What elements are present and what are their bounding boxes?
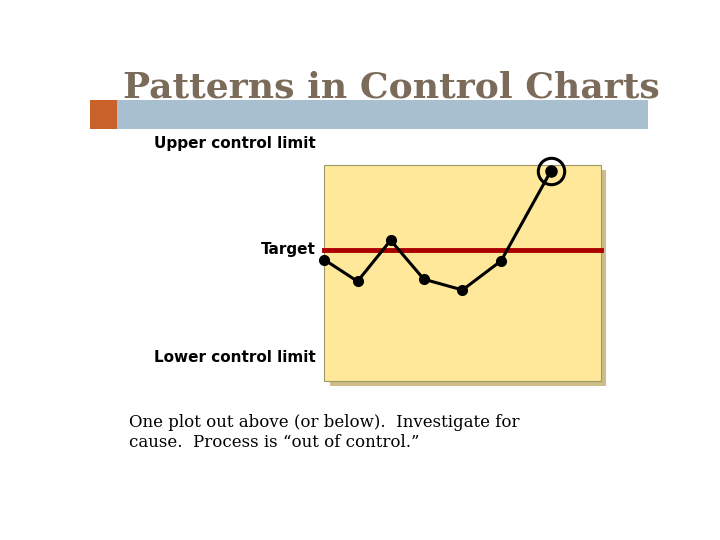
FancyBboxPatch shape bbox=[324, 165, 600, 381]
Text: One plot out above (or below).  Investigate for
cause.  Process is “out of contr: One plot out above (or below). Investiga… bbox=[129, 414, 520, 451]
FancyBboxPatch shape bbox=[90, 100, 648, 129]
FancyBboxPatch shape bbox=[330, 170, 606, 386]
FancyBboxPatch shape bbox=[90, 100, 117, 129]
Text: Upper control limit: Upper control limit bbox=[154, 136, 316, 151]
Text: Lower control limit: Lower control limit bbox=[154, 350, 316, 366]
Text: Target: Target bbox=[261, 242, 316, 258]
Text: Patterns in Control Charts: Patterns in Control Charts bbox=[124, 71, 660, 105]
